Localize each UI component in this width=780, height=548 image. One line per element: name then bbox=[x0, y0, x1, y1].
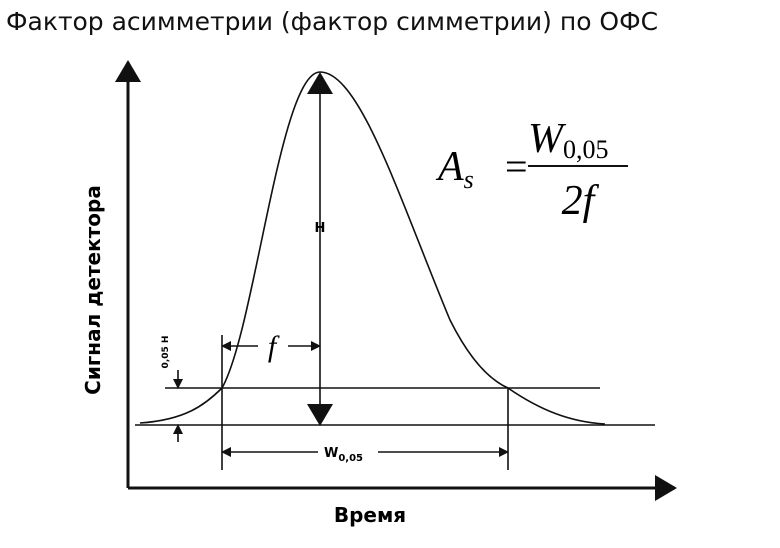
y-axis-label: Сигнал детектора bbox=[81, 185, 105, 395]
formula-equals: = bbox=[505, 144, 528, 189]
formula-numerator: W0,05 bbox=[528, 116, 609, 164]
lhs-main: A bbox=[435, 144, 464, 190]
width-sub: 0,05 bbox=[338, 453, 363, 464]
peak-curve bbox=[139, 71, 606, 425]
formula-lhs: As bbox=[435, 144, 474, 194]
title: Фактор асимметрии (фактор симметрии) по … bbox=[6, 7, 658, 36]
x-axis-label: Время bbox=[334, 503, 406, 527]
width-label: W0,05 bbox=[324, 446, 363, 464]
formula-denominator: 2f bbox=[562, 178, 600, 224]
width-main: W bbox=[324, 446, 338, 461]
numerator-sub: 0,05 bbox=[563, 135, 609, 164]
numerator-main: W bbox=[528, 116, 567, 162]
diagram: H 0,05 H f W0,05 Сигнал детектора Время bbox=[81, 60, 677, 527]
lhs-sub: s bbox=[464, 165, 474, 194]
fraction-label: 0,05 H bbox=[161, 336, 171, 369]
formula: As = W0,05 2f bbox=[435, 116, 628, 224]
height-label: H bbox=[315, 221, 326, 236]
